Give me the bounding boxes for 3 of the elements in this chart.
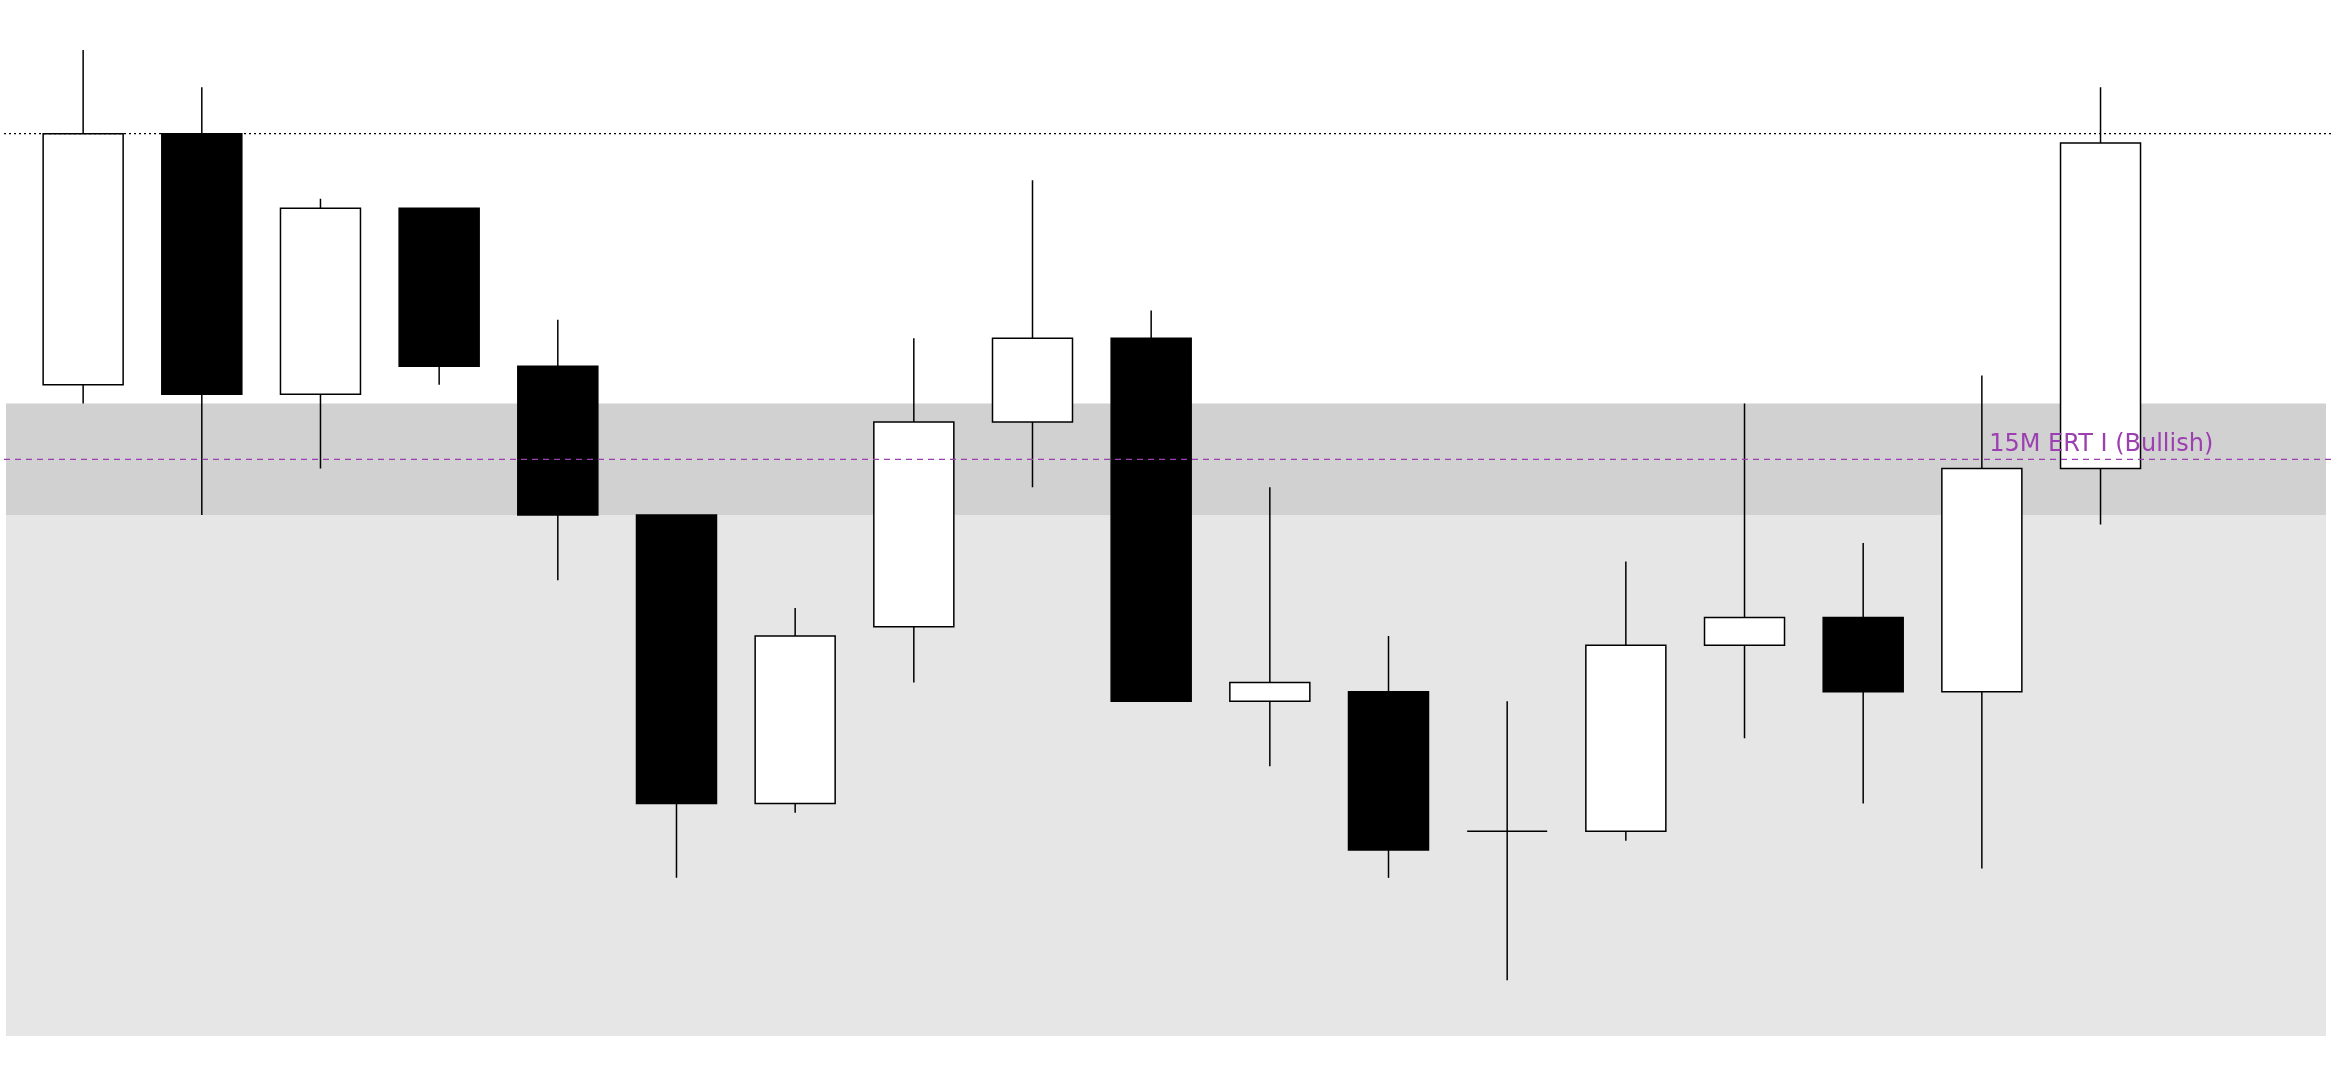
candlestick — [1703, 402, 1786, 740]
candlestick — [1229, 486, 1311, 767]
candlestick — [1466, 700, 1548, 981]
